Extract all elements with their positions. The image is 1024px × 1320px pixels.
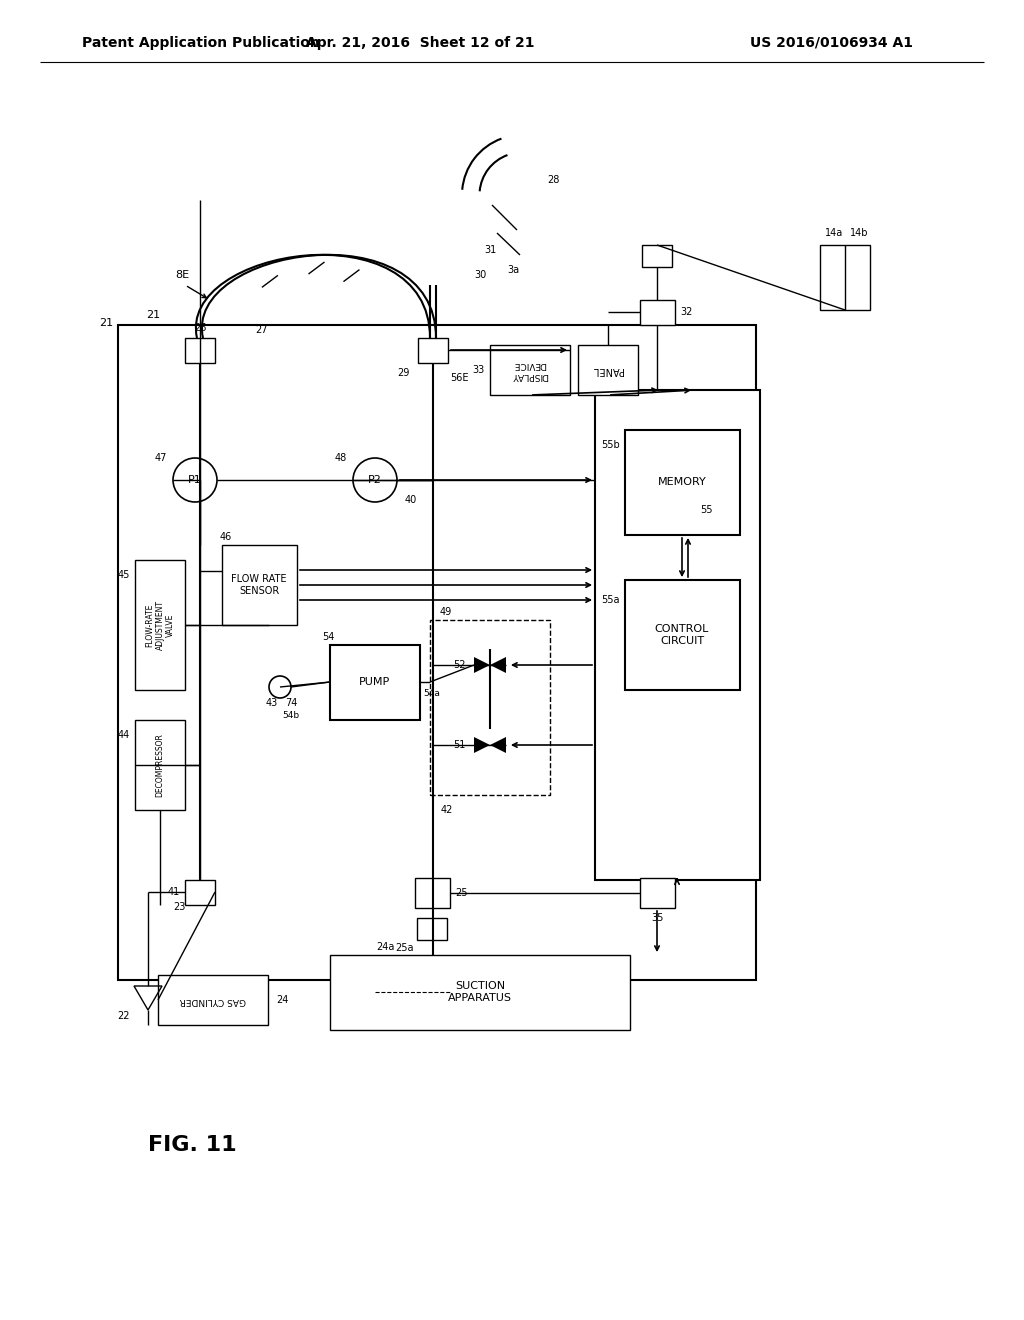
Text: 30: 30 [475,271,487,280]
Bar [330,645,420,719]
Text: 51: 51 [454,741,466,750]
Bar [135,719,185,810]
Text: 47: 47 [155,453,167,463]
Text: P1: P1 [188,475,202,484]
Text: Apr. 21, 2016  Sheet 12 of 21: Apr. 21, 2016 Sheet 12 of 21 [306,36,535,50]
Text: 35: 35 [651,913,664,923]
Bar [135,560,185,690]
Polygon shape [490,737,506,752]
Text: 41: 41 [168,887,180,898]
Text: 55b: 55b [601,440,620,450]
Bar [158,975,268,1026]
Text: 40: 40 [406,495,417,506]
Text: 55a: 55a [601,595,620,605]
Text: SUCTION
APPARATUS: SUCTION APPARATUS [449,981,512,1003]
Text: 48: 48 [335,453,347,463]
Bar [415,878,450,908]
Text: 56E: 56E [450,374,469,383]
Text: FLOW-RATE
ADJUSTMENT
VALVE: FLOW-RATE ADJUSTMENT VALVE [145,601,175,649]
Text: 32: 32 [680,308,692,317]
Text: 24a: 24a [376,942,394,952]
Text: 22: 22 [118,1011,130,1020]
Bar [118,325,756,979]
Text: 24: 24 [276,995,289,1005]
Polygon shape [474,657,490,673]
Bar [578,345,638,395]
Text: PUMP: PUMP [359,677,390,686]
Text: DISPLAY
DEVICE: DISPLAY DEVICE [512,360,548,380]
Text: FLOW RATE
SENSOR: FLOW RATE SENSOR [231,574,287,595]
Text: 28: 28 [547,176,559,185]
Bar [640,300,675,325]
Text: 31: 31 [484,246,497,255]
Polygon shape [474,737,490,752]
Bar [625,430,740,535]
Text: Patent Application Publication: Patent Application Publication [82,36,319,50]
Text: 14b: 14b [850,228,868,238]
Text: 3a: 3a [507,265,519,275]
Text: P2: P2 [368,475,382,484]
Text: 25: 25 [455,888,468,898]
Text: 42: 42 [441,805,454,814]
Text: 33: 33 [473,366,485,375]
Bar [185,880,215,906]
Bar [430,620,550,795]
Text: 44: 44 [118,730,130,741]
Text: 21: 21 [146,310,160,319]
Text: 14a: 14a [825,228,843,238]
Text: 54b: 54b [282,710,299,719]
Text: 74: 74 [285,698,297,708]
Text: 43: 43 [266,698,279,708]
Text: 21: 21 [99,318,113,327]
Text: 49: 49 [440,607,453,616]
Text: MEMORY: MEMORY [657,477,707,487]
Polygon shape [490,657,506,673]
Text: DECOMPRESSOR: DECOMPRESSOR [156,733,165,797]
Bar [625,579,740,690]
Text: 29: 29 [397,368,410,378]
Text: 54: 54 [322,632,335,642]
Text: FIG. 11: FIG. 11 [148,1135,237,1155]
Text: 26: 26 [194,323,206,333]
Text: US 2016/0106934 A1: US 2016/0106934 A1 [750,36,913,50]
Text: 54a: 54a [423,689,440,698]
Bar [490,345,570,395]
Text: 52: 52 [454,660,466,671]
Bar [642,246,672,267]
Text: 25a: 25a [395,942,414,953]
Text: 46: 46 [220,532,232,543]
Bar [330,954,630,1030]
Bar [222,545,297,624]
Bar [185,338,215,363]
Text: CONTROL
CIRCUIT: CONTROL CIRCUIT [654,624,710,645]
Text: 55: 55 [700,506,713,515]
Bar [820,246,870,310]
Text: 27: 27 [255,325,267,335]
Text: GAS CYLINDER: GAS CYLINDER [180,995,246,1005]
Bar [595,389,760,880]
Text: 23: 23 [173,902,185,912]
Text: 45: 45 [118,570,130,579]
Text: 8E: 8E [175,271,189,280]
Bar [418,338,449,363]
Bar [640,878,675,908]
Bar [417,917,447,940]
Text: PANEL: PANEL [593,366,624,375]
